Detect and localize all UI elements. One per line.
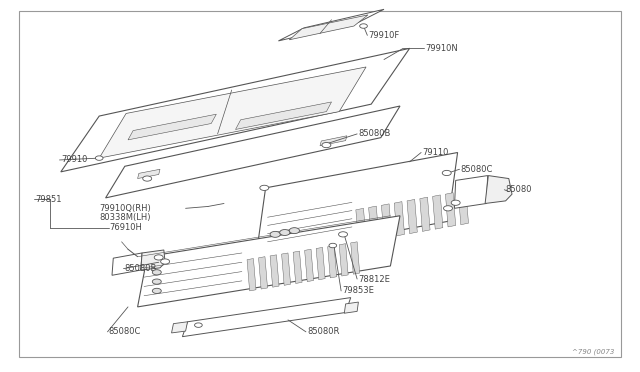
Circle shape: [270, 231, 280, 237]
Polygon shape: [128, 114, 216, 140]
Text: 85080C: 85080C: [461, 165, 493, 174]
Polygon shape: [247, 259, 256, 291]
Polygon shape: [138, 169, 160, 179]
Polygon shape: [270, 255, 279, 287]
Text: 78812E: 78812E: [358, 275, 390, 283]
Text: 79910F: 79910F: [368, 31, 399, 40]
Polygon shape: [278, 9, 384, 41]
Polygon shape: [236, 102, 332, 129]
Polygon shape: [256, 153, 458, 257]
Polygon shape: [316, 247, 325, 280]
Polygon shape: [61, 48, 410, 172]
Text: 79910N: 79910N: [426, 44, 458, 53]
Circle shape: [95, 156, 103, 160]
Text: 85080B: 85080B: [125, 264, 157, 273]
Text: ^790 (0073: ^790 (0073: [572, 348, 614, 355]
Polygon shape: [259, 257, 268, 289]
Polygon shape: [445, 193, 456, 227]
Circle shape: [161, 259, 170, 264]
Text: 79853E: 79853E: [342, 286, 374, 295]
Polygon shape: [420, 197, 430, 231]
Polygon shape: [282, 253, 291, 285]
Circle shape: [360, 24, 367, 28]
Polygon shape: [182, 298, 351, 337]
Polygon shape: [328, 246, 337, 278]
Circle shape: [329, 243, 337, 248]
Polygon shape: [293, 251, 302, 283]
Text: 79910Q(RH): 79910Q(RH): [99, 204, 151, 213]
Polygon shape: [112, 253, 142, 275]
Polygon shape: [454, 176, 488, 208]
Text: 85080: 85080: [506, 185, 532, 194]
Polygon shape: [305, 249, 314, 282]
Polygon shape: [99, 67, 366, 158]
Circle shape: [289, 228, 300, 234]
Polygon shape: [369, 206, 379, 240]
Text: 79110: 79110: [422, 148, 449, 157]
Circle shape: [322, 142, 331, 148]
Polygon shape: [356, 208, 366, 243]
Circle shape: [451, 200, 460, 205]
Text: 79851: 79851: [35, 195, 61, 203]
Circle shape: [143, 176, 152, 181]
Polygon shape: [433, 195, 443, 229]
Text: 80338M(LH): 80338M(LH): [99, 213, 150, 222]
Polygon shape: [344, 302, 358, 313]
Polygon shape: [381, 204, 392, 238]
Circle shape: [280, 230, 290, 235]
Circle shape: [444, 206, 452, 211]
Polygon shape: [289, 15, 368, 40]
Text: 85080R: 85080R: [307, 327, 340, 336]
Circle shape: [195, 323, 202, 327]
Circle shape: [152, 270, 161, 275]
Circle shape: [152, 279, 161, 284]
Polygon shape: [320, 136, 347, 146]
Polygon shape: [172, 322, 188, 333]
Circle shape: [154, 255, 163, 260]
Text: 79910: 79910: [61, 155, 87, 164]
Text: 85080B: 85080B: [358, 129, 391, 138]
Circle shape: [260, 185, 269, 190]
Circle shape: [442, 170, 451, 176]
Polygon shape: [141, 250, 165, 270]
Polygon shape: [485, 176, 512, 203]
Text: 76910H: 76910H: [109, 223, 141, 232]
Text: 85080C: 85080C: [109, 327, 141, 336]
Circle shape: [152, 288, 161, 294]
Polygon shape: [106, 106, 400, 198]
Polygon shape: [394, 202, 404, 236]
Polygon shape: [407, 199, 417, 234]
Polygon shape: [339, 244, 348, 276]
Circle shape: [339, 232, 348, 237]
Polygon shape: [138, 216, 400, 307]
Polygon shape: [458, 190, 468, 225]
Polygon shape: [351, 242, 360, 274]
